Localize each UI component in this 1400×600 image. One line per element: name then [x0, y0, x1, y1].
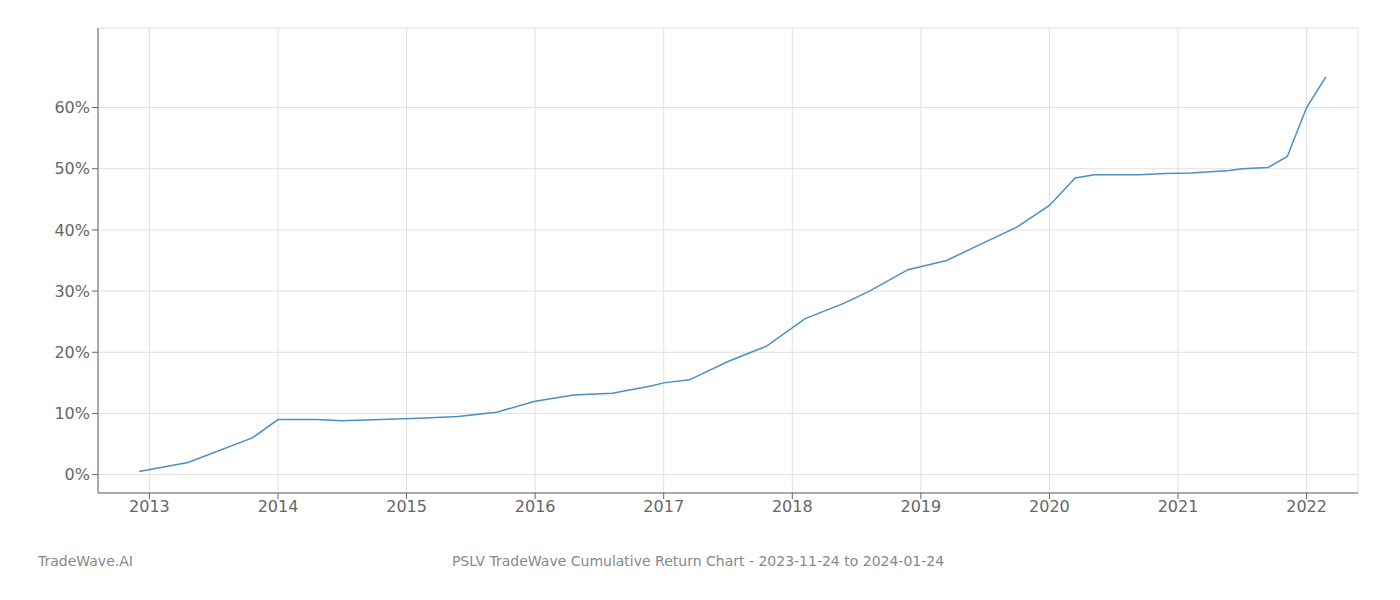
svg-text:2018: 2018 [772, 497, 813, 516]
svg-text:0%: 0% [65, 465, 90, 484]
svg-text:60%: 60% [54, 98, 90, 117]
svg-text:2021: 2021 [1158, 497, 1199, 516]
html-text:TradeWave.AI: TradeWave.AI [38, 553, 133, 569]
svg-text:2017: 2017 [643, 497, 684, 516]
svg-text:40%: 40% [54, 221, 90, 240]
svg-text:2020: 2020 [1029, 497, 1070, 516]
svg-text:2016: 2016 [515, 497, 556, 516]
svg-text:20%: 20% [54, 343, 90, 362]
html-text:PSLV TradeWave Cumulative Retu: PSLV TradeWave Cumulative Return Chart -… [451, 553, 945, 569]
svg-text:10%: 10% [54, 404, 90, 423]
svg-text:2019: 2019 [900, 497, 941, 516]
svg-text:50%: 50% [54, 159, 90, 178]
svg-text:2014: 2014 [258, 497, 299, 516]
svg-text:2013: 2013 [129, 497, 170, 516]
svg-text:2015: 2015 [386, 497, 427, 516]
svg-text:30%: 30% [54, 282, 90, 301]
svg-text:2022: 2022 [1286, 497, 1327, 516]
